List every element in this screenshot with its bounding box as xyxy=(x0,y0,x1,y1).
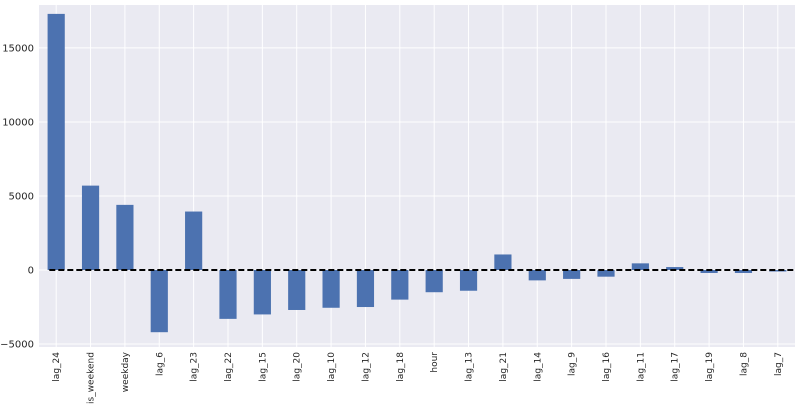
y-tick-label: 0 xyxy=(28,266,34,277)
x-tick-label: lag_18 xyxy=(396,352,406,382)
bar-weekday xyxy=(116,204,134,271)
x-tick-label: lag_24 xyxy=(52,352,62,382)
x-tick-label: lag_13 xyxy=(465,352,475,382)
bar-lag-22 xyxy=(219,270,237,319)
x-tick-label: lag_16 xyxy=(602,352,612,382)
bar-lag-16 xyxy=(597,270,615,277)
y-tick-label: 5000 xyxy=(9,191,34,202)
bar-is-weekend xyxy=(81,185,100,271)
x-tick-label: lag_17 xyxy=(671,352,681,382)
bar-lag-18 xyxy=(391,270,409,300)
bar-lag-10 xyxy=(322,270,340,308)
bar-lag-9 xyxy=(563,270,581,279)
bar-lag-6 xyxy=(150,270,168,333)
bar-lag-8 xyxy=(734,270,753,273)
bar-lag-24 xyxy=(47,13,65,271)
y-tick-label: 10000 xyxy=(2,117,34,128)
x-tick-label: lag_23 xyxy=(190,352,200,382)
x-tick-label: lag_10 xyxy=(327,352,337,382)
bars-group xyxy=(47,13,787,333)
bar-lag-21 xyxy=(494,254,512,271)
x-tick-label: lag_9 xyxy=(568,352,578,376)
bar-lag-19 xyxy=(700,270,718,273)
x-tick-label: lag_21 xyxy=(499,352,509,382)
x-tick-label: lag_7 xyxy=(774,352,784,376)
y-axis-ticks: −5000 0 5000 10000 15000 xyxy=(0,43,34,350)
bar-lag-14 xyxy=(528,270,546,281)
x-tick-label: lag_19 xyxy=(705,352,715,382)
x-tick-label: weekday xyxy=(121,351,131,392)
x-tick-label: lag_8 xyxy=(739,352,749,376)
x-tick-label: lag_12 xyxy=(361,352,371,382)
x-axis-ticks: lag_24 is_weekend weekday lag_6 lag_23 lag_22… xyxy=(52,351,784,404)
bar-lag-7 xyxy=(769,270,787,272)
bar-lag-15 xyxy=(253,270,271,315)
x-tick-label: lag_11 xyxy=(636,352,646,382)
y-tick-label: 15000 xyxy=(2,43,34,54)
x-tick-label: lag_6 xyxy=(155,352,165,376)
bar-hour xyxy=(425,270,443,293)
bar-lag-23 xyxy=(185,211,203,271)
bar-lag-20 xyxy=(288,270,306,310)
bar-lag-13 xyxy=(459,270,478,291)
bar-lag-11 xyxy=(631,263,649,271)
x-tick-label: lag_14 xyxy=(533,352,543,382)
x-tick-label: lag_22 xyxy=(224,352,234,382)
x-tick-label: is_weekend xyxy=(87,352,97,404)
x-tick-label: hour xyxy=(430,352,440,373)
bar-lag-17 xyxy=(666,267,684,271)
bar-lag-12 xyxy=(356,270,375,308)
y-tick-label: −5000 xyxy=(0,340,34,351)
x-tick-label: lag_15 xyxy=(258,352,268,382)
x-tick-label: lag_20 xyxy=(293,352,303,382)
